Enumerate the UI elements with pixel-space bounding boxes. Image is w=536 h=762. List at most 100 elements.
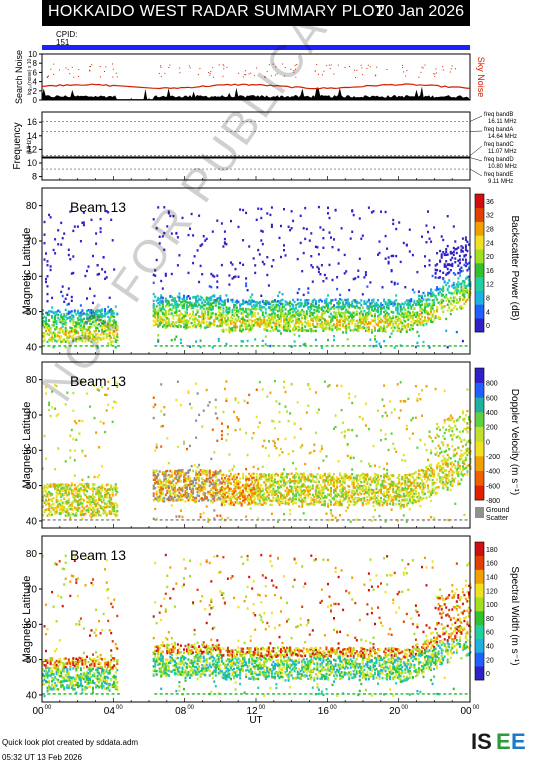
colorbar-tick-label: 16 bbox=[486, 268, 494, 275]
noise-ytick-label: 2 bbox=[33, 87, 38, 96]
scatter-data bbox=[42, 380, 472, 523]
x-tick-sup: 00 bbox=[401, 705, 408, 711]
panel-ylabel: Magnetic Latitude bbox=[21, 576, 33, 663]
colorbar-tick-label: 400 bbox=[486, 410, 498, 417]
beam-label: Beam 13 bbox=[70, 199, 126, 215]
colorbar-segment bbox=[475, 542, 484, 556]
colorbar-segment bbox=[475, 291, 484, 305]
ground-scatter-swatch bbox=[475, 507, 484, 518]
x-tick-sup: 00 bbox=[45, 705, 52, 711]
colorbar-segment bbox=[475, 412, 484, 427]
colorbar-segment bbox=[475, 639, 484, 653]
colorbar-segment bbox=[475, 625, 484, 639]
colorbar-tick-label: 100 bbox=[486, 602, 498, 609]
x-tick-sup: 00 bbox=[473, 705, 480, 711]
freq-band-value: 16.11 MHz bbox=[488, 119, 517, 125]
colorbar-segment bbox=[475, 235, 484, 249]
lat-tick-label: 80 bbox=[26, 201, 38, 212]
isee-logo: IS E E bbox=[471, 729, 526, 754]
colorbar-segment bbox=[475, 249, 484, 263]
colorbar-tick-label: 28 bbox=[486, 227, 494, 234]
colorbar-segment bbox=[475, 304, 484, 318]
colorbar-segment bbox=[475, 397, 484, 412]
colorbar-segment bbox=[475, 570, 484, 584]
panel-ylabel: Magnetic Latitude bbox=[21, 228, 33, 315]
colorbar-tick-label: 32 bbox=[486, 213, 494, 220]
freq-band-value: 11.07 MHz bbox=[488, 149, 517, 155]
colorbar-segment bbox=[475, 222, 484, 236]
colorbar-segment bbox=[475, 597, 484, 611]
freq-band-label: freq bandB bbox=[484, 112, 513, 118]
freq-band-label: freq bandE bbox=[484, 172, 513, 178]
freq-unit: (MHz) bbox=[27, 138, 33, 154]
lat-tick-label: 40 bbox=[26, 690, 38, 701]
footer-credit: Quick look plot created by sddata.adm bbox=[2, 738, 138, 747]
colorbar-label: Spectral Width (m s⁻¹) bbox=[509, 566, 520, 665]
ground-scatter-label-2: Scatter bbox=[486, 515, 509, 522]
colorbar-tick-label: 8 bbox=[486, 296, 490, 303]
ground-scatter-label: Ground bbox=[486, 507, 509, 514]
x-tick-label: 16 bbox=[318, 706, 330, 717]
colorbar-tick-label: 800 bbox=[486, 381, 498, 388]
colorbar-segment bbox=[475, 666, 484, 680]
lat-tick-label: 40 bbox=[26, 516, 38, 527]
x-tick-label: 00 bbox=[32, 706, 44, 717]
noise-ytick-label: 8 bbox=[33, 59, 38, 68]
colorbar-segment bbox=[475, 263, 484, 277]
noise-ytick-label: 4 bbox=[33, 78, 38, 87]
noise-ytick-label: 0 bbox=[33, 96, 38, 105]
colorbar-tick-label: 160 bbox=[486, 561, 498, 568]
x-tick-sup: 00 bbox=[187, 705, 194, 711]
colorbar-segment bbox=[475, 652, 484, 666]
colorbar-tick-label: 0 bbox=[486, 439, 490, 446]
panel-ylabel: Magnetic Latitude bbox=[21, 402, 33, 489]
colorbar-segment bbox=[475, 611, 484, 625]
x-tick-label: 00 bbox=[460, 706, 472, 717]
freq-ytick-label: 8 bbox=[32, 172, 37, 182]
freq-band-label: freq bandD bbox=[484, 157, 514, 163]
colorbar-tick-label: 140 bbox=[486, 575, 498, 582]
freq-band-value: 14.64 MHz bbox=[488, 134, 517, 140]
freq-ylabel: Frequency bbox=[12, 122, 23, 169]
colorbar-segment bbox=[475, 427, 484, 442]
sky-noise-label: Sky Noise bbox=[476, 57, 486, 98]
colorbar-label: Doppler Velocity (m s⁻¹) bbox=[509, 389, 520, 495]
lat-tick-label: 80 bbox=[26, 549, 38, 560]
cpid-bar bbox=[42, 45, 470, 50]
colorbar-tick-label: 12 bbox=[486, 282, 494, 289]
colorbar-tick-label: -400 bbox=[486, 469, 500, 476]
colorbar-tick-label: 40 bbox=[486, 644, 494, 651]
colorbar-tick-label: 0 bbox=[486, 671, 490, 678]
colorbar-segment bbox=[475, 583, 484, 597]
colorbar-segment bbox=[475, 277, 484, 291]
colorbar-tick-label: 180 bbox=[486, 547, 498, 554]
colorbar-tick-label: 60 bbox=[486, 630, 494, 637]
freq-band-value: 10.80 MHz bbox=[488, 164, 517, 170]
colorbar-tick-label: -800 bbox=[486, 498, 500, 505]
noise-ylabel: Search Noise bbox=[14, 50, 24, 104]
colorbar-segment bbox=[475, 318, 484, 332]
noise-yunit: log₁₀(noise) x 10 bbox=[27, 59, 33, 96]
colorbar-segment bbox=[475, 368, 484, 383]
colorbar-segment bbox=[475, 456, 484, 471]
colorbar-segment bbox=[475, 485, 484, 500]
freq-band-label: freq bandA bbox=[484, 127, 513, 133]
colorbar-tick-label: 20 bbox=[486, 254, 494, 261]
x-tick-label: 20 bbox=[389, 706, 401, 717]
x-tick-label: 08 bbox=[175, 706, 187, 717]
colorbar-tick-label: 600 bbox=[486, 395, 498, 402]
freq-ytick-label: 16 bbox=[27, 117, 37, 127]
beam-label: Beam 13 bbox=[70, 547, 126, 563]
freq-band-value: 9.11 MHz bbox=[488, 179, 513, 185]
x-axis-label: UT bbox=[249, 715, 262, 726]
colorbar-segment bbox=[475, 556, 484, 570]
colorbar-tick-label: 80 bbox=[486, 616, 494, 623]
colorbar-segment bbox=[475, 194, 484, 208]
x-tick-sup: 00 bbox=[259, 705, 266, 711]
x-tick-sup: 00 bbox=[330, 705, 337, 711]
colorbar-tick-label: 200 bbox=[486, 425, 498, 432]
colorbar-tick-label: 24 bbox=[486, 240, 494, 247]
colorbar-tick-label: 20 bbox=[486, 657, 494, 664]
